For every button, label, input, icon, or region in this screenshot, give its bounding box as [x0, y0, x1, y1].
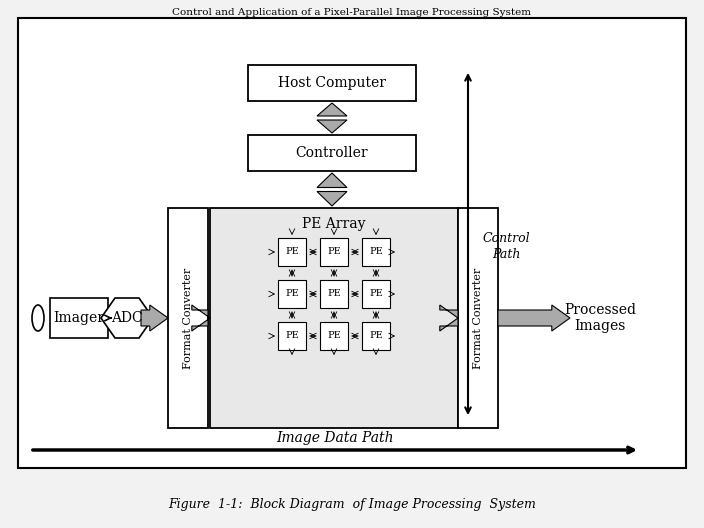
Bar [362, 238, 390, 266]
Bar [362, 322, 390, 350]
Bar [168, 208, 208, 428]
Text: Imager: Imager [54, 311, 104, 325]
Bar [320, 322, 348, 350]
Bar [278, 280, 306, 308]
Text: Figure  1-1:  Block Diagram  of Image Processing  System: Figure 1-1: Block Diagram of Image Proce… [168, 498, 536, 511]
Text: PE: PE [327, 289, 341, 298]
Text: PE: PE [285, 332, 299, 341]
Bar [248, 65, 416, 101]
Bar [320, 280, 348, 308]
Text: Control and Application of a Pixel-Parallel Image Processing System: Control and Application of a Pixel-Paral… [172, 8, 532, 17]
Text: PE: PE [327, 332, 341, 341]
Polygon shape [317, 173, 347, 187]
Bar [210, 208, 458, 428]
Text: ADC: ADC [111, 311, 143, 325]
Bar [362, 280, 390, 308]
Bar [50, 298, 108, 338]
Bar [278, 238, 306, 266]
Text: PE: PE [369, 248, 383, 257]
Bar [320, 238, 348, 266]
Text: Controller: Controller [296, 146, 368, 160]
Text: Format Converter: Format Converter [473, 267, 483, 369]
Text: PE: PE [285, 248, 299, 257]
Polygon shape [191, 305, 210, 331]
Text: PE: PE [285, 289, 299, 298]
Text: PE Array: PE Array [302, 217, 366, 231]
Text: Control: Control [482, 232, 530, 245]
Text: Images: Images [574, 319, 626, 333]
Text: Path: Path [492, 248, 520, 261]
Text: PE: PE [369, 332, 383, 341]
Polygon shape [440, 305, 458, 331]
Polygon shape [141, 305, 168, 331]
Ellipse shape [32, 305, 44, 331]
Text: Image Data Path: Image Data Path [276, 431, 394, 445]
Bar [458, 208, 498, 428]
Text: PE: PE [327, 248, 341, 257]
Text: Processed: Processed [564, 303, 636, 317]
Polygon shape [317, 120, 347, 133]
Polygon shape [498, 305, 570, 331]
Bar [248, 135, 416, 171]
Text: Host Computer: Host Computer [278, 76, 386, 90]
Text: Format Converter: Format Converter [183, 267, 193, 369]
Bar [18, 18, 686, 468]
Polygon shape [317, 192, 347, 206]
Bar [278, 322, 306, 350]
Polygon shape [317, 103, 347, 116]
Polygon shape [101, 298, 153, 338]
Text: PE: PE [369, 289, 383, 298]
